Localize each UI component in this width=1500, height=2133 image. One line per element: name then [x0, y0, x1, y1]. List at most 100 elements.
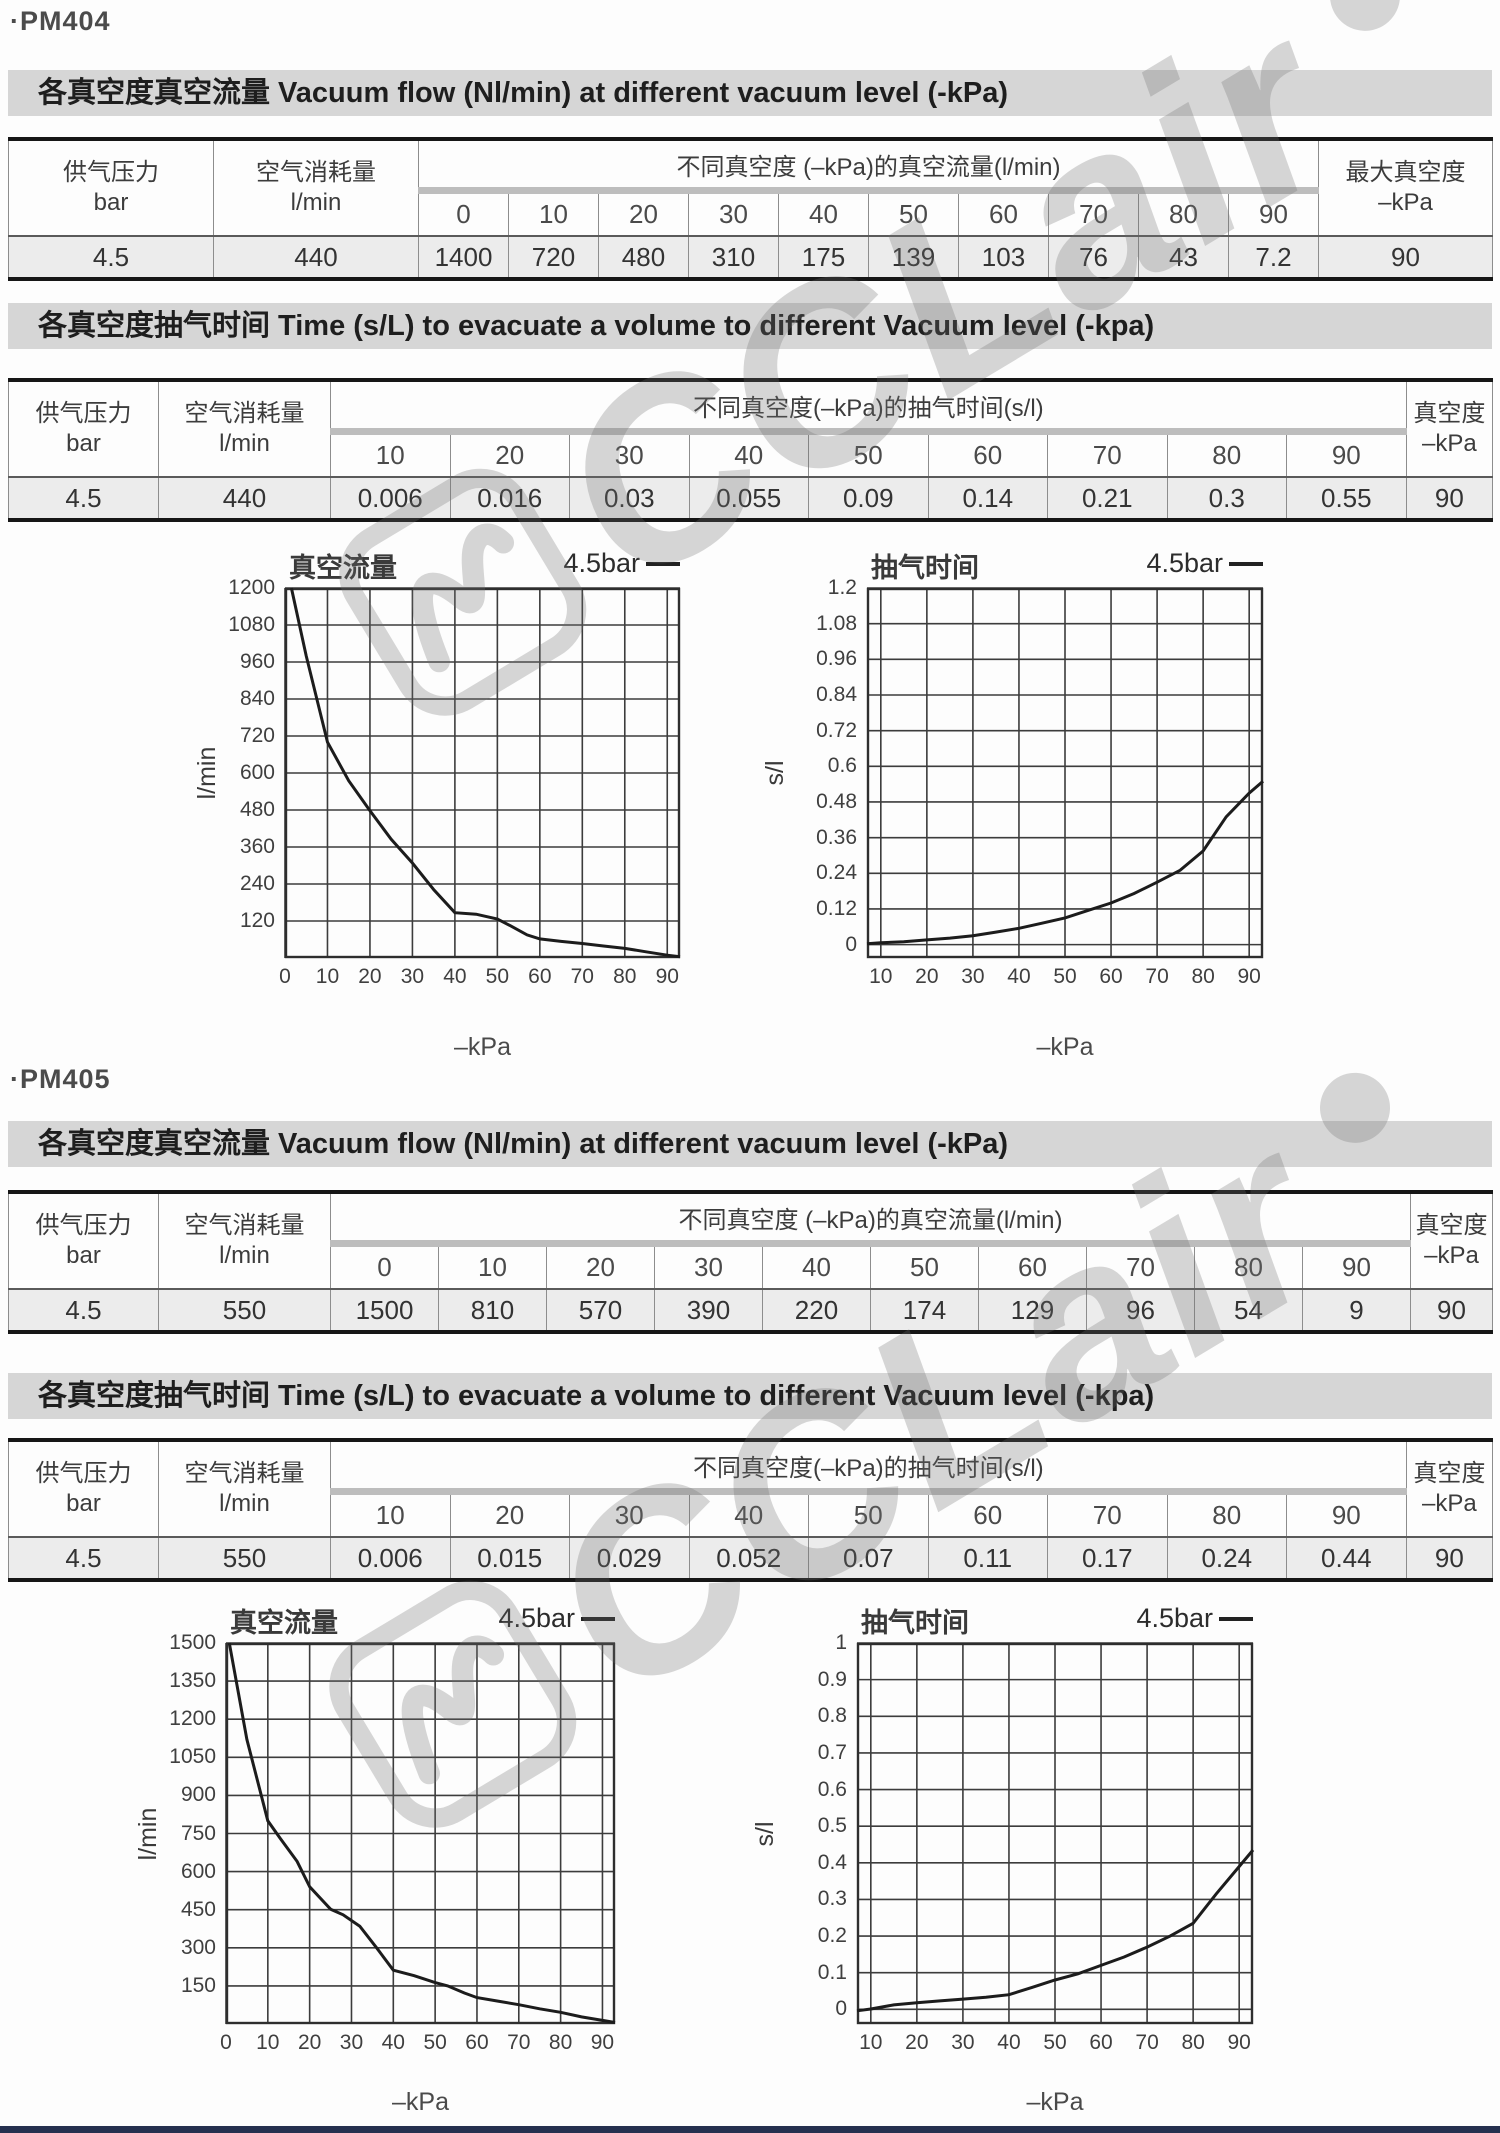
y-tick-label: 1050 [169, 1745, 216, 1769]
chart-legend: 4.5bar [563, 548, 680, 579]
y-tick-label: 750 [180, 1821, 216, 1845]
y-axis-label: s/l [751, 1821, 779, 1846]
x-tick-label: 70 [1135, 2031, 1159, 2054]
value-cell: 0.17 [1047, 1537, 1168, 1580]
x-tick-label: 90 [1227, 2031, 1251, 2054]
value-cell: 550 [158, 1537, 331, 1580]
vacuum-level-column-header: 40 [762, 1243, 871, 1290]
vacuum-level-column-header: 90 [1227, 190, 1320, 237]
vacuum-level-column-header: 70 [1048, 190, 1139, 237]
value-cell: 570 [546, 1289, 655, 1332]
vacuum-level-column-header: 40 [778, 190, 869, 237]
supply-pressure-header: 供气压力 bar [8, 380, 159, 478]
legend-label: 4.5bar [1146, 548, 1223, 578]
vacuum-flow-chart-pm404: 真空流量 4.5bar l/min –kPa 120 240 360 480 600 720 840… [193, 548, 681, 1061]
vacuum-level-span-header: 不同真空度(–kPa)的抽气时间(s/l) [330, 380, 1407, 435]
air-consumption-header: 空气消耗量 l/min [158, 1440, 331, 1538]
air-consumption-header: 空气消耗量 l/min [213, 139, 419, 237]
value-cell: 0.03 [569, 477, 690, 520]
value-cell: 0.3 [1166, 477, 1287, 520]
value-cell: 90 [1405, 1537, 1494, 1580]
value-cell: 139 [868, 236, 959, 279]
x-axis-label: –kPa [1026, 2088, 1084, 2116]
table-row: 4.5 440 1400 720 480 310 175 139 103 76 43 7.2 90 [8, 236, 1494, 279]
x-tick-label: 50 [1043, 2031, 1067, 2054]
value-cell: 129 [978, 1289, 1087, 1332]
value-cell: 440 [213, 236, 419, 279]
x-tick-label: 30 [339, 2031, 364, 2054]
table-row: 4.5 550 1500 810 570 390 220 174 129 96 54 9 90 [8, 1289, 1494, 1332]
value-cell: 0.07 [808, 1537, 929, 1580]
value-cell: 54 [1194, 1289, 1303, 1332]
evac-time-chart-pm404: 抽气时间 4.5bar s/l –kPa 0 0.12 0.24 0.36 0.48 0.6 0.7… [761, 548, 1264, 1061]
vacuum-level-column-header: 0 [418, 190, 509, 237]
vacuum-level-column-header: 20 [449, 1491, 570, 1538]
y-tick-label: 1200 [228, 576, 275, 599]
value-cell: 720 [508, 236, 599, 279]
value-cell: 0.24 [1166, 1537, 1287, 1580]
value-cell: 0.006 [330, 1537, 451, 1580]
y-tick-label: 0.2 [817, 1924, 847, 1948]
y-tick-label: 0.7 [817, 1740, 847, 1764]
vacuum-level-column-header: 80 [1138, 190, 1229, 237]
value-cell: 96 [1086, 1289, 1195, 1332]
vacuum-level-column-header: 20 [546, 1243, 655, 1290]
x-tick-label: 30 [951, 2031, 975, 2054]
y-tick-label: 0.9 [817, 1667, 847, 1691]
legend-label: 4.5bar [498, 1603, 575, 1633]
vacuum-level-column-header: 30 [569, 1491, 690, 1538]
section-title-vacuum-flow-pm405: 各真空度真空流量 Vacuum flow (Nl/min) at differe… [8, 1121, 1492, 1167]
y-tick-label: 0.12 [816, 896, 857, 920]
x-tick-label: 30 [400, 965, 425, 988]
vacuum-level-column-header: 20 [598, 190, 689, 237]
value-cell: 0.029 [569, 1537, 690, 1580]
value-cell: 1500 [330, 1289, 439, 1332]
vacuum-level-column-header: 60 [958, 190, 1049, 237]
vacuum-level-column-header: 60 [978, 1243, 1087, 1290]
value-cell: 310 [688, 236, 779, 279]
value-cell: 0.11 [927, 1537, 1048, 1580]
vacuum-level-column-header: 80 [1194, 1243, 1303, 1290]
value-cell: 0.016 [449, 477, 570, 520]
value-cell: 90 [1318, 236, 1494, 279]
x-tick-label: 70 [570, 965, 594, 988]
y-tick-label: 480 [239, 798, 275, 821]
y-tick-label: 0.3 [817, 1887, 847, 1911]
value-cell: 0.09 [808, 477, 929, 520]
value-cell: 0.006 [330, 477, 451, 520]
y-tick-label: 450 [180, 1897, 216, 1921]
y-tick-label: 0.4 [817, 1850, 847, 1874]
y-tick-label: 0.72 [816, 718, 857, 742]
x-axis-label: –kPa [392, 2088, 449, 2116]
vacuum-level-column-header: 30 [688, 190, 779, 237]
value-cell: 0.44 [1286, 1537, 1407, 1580]
value-cell: 4.5 [8, 477, 159, 520]
page-footer-bar [0, 2126, 1500, 2133]
value-cell: 174 [870, 1289, 979, 1332]
y-tick-label: 960 [239, 650, 275, 673]
x-axis-label: –kPa [1036, 1033, 1094, 1061]
chart-plot-area [856, 1642, 1255, 2025]
air-consumption-header: 空气消耗量 l/min [158, 380, 331, 478]
value-cell: 1400 [418, 236, 509, 279]
y-tick-label: 0.5 [817, 1814, 847, 1838]
vacuum-flow-chart-pm405: 真空流量 4.5bar l/min –kPa 150 300 450 600 750 900 105… [134, 1603, 616, 2116]
x-tick-label: 40 [1007, 965, 1031, 988]
y-tick-label: 720 [239, 724, 275, 747]
vacuum-level-span-header: 不同真空度 (–kPa)的真空流量(l/min) [417, 139, 1320, 194]
y-tick-label: 1080 [228, 613, 275, 636]
chart-title: 真空流量 [289, 553, 397, 583]
legend-line-sample [646, 561, 680, 566]
x-tick-label: 20 [358, 965, 382, 988]
vacuum-level-column-header: 50 [868, 190, 959, 237]
chart-title: 抽气时间 [861, 1608, 969, 1638]
vacuum-level-column-header: 70 [1086, 1243, 1195, 1290]
x-tick-label: 80 [1191, 965, 1215, 988]
y-tick-label: 240 [239, 872, 275, 895]
vacuum-level-column-header: 70 [1047, 1491, 1168, 1538]
y-tick-label: 0.48 [816, 789, 857, 813]
vacuum-level-column-header: 10 [438, 1243, 547, 1290]
x-tick-label: 10 [859, 2031, 883, 2054]
x-tick-label: 90 [590, 2031, 615, 2054]
max-vacuum-header: 真空度 –kPa [1405, 1440, 1494, 1538]
